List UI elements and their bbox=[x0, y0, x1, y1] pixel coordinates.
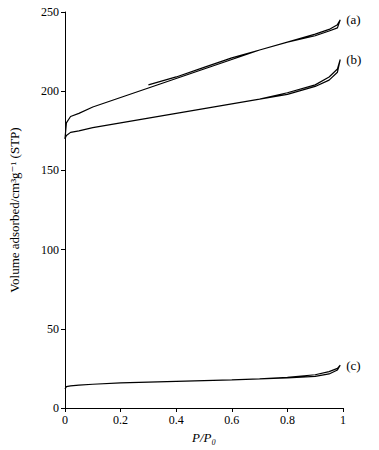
svg-text:100: 100 bbox=[41, 243, 59, 257]
svg-text:50: 50 bbox=[47, 322, 59, 336]
svg-text:0: 0 bbox=[62, 413, 68, 427]
svg-text:200: 200 bbox=[41, 84, 59, 98]
svg-text:0.8: 0.8 bbox=[280, 413, 295, 427]
svg-text:150: 150 bbox=[41, 163, 59, 177]
svg-text:P/P₀: P/P₀ bbox=[191, 430, 216, 445]
svg-text:(c): (c) bbox=[346, 358, 360, 373]
svg-text:0.2: 0.2 bbox=[113, 413, 128, 427]
svg-text:0: 0 bbox=[53, 401, 59, 415]
svg-text:250: 250 bbox=[41, 5, 59, 19]
svg-text:(a): (a) bbox=[346, 12, 360, 27]
svg-text:0.6: 0.6 bbox=[224, 413, 239, 427]
svg-text:1: 1 bbox=[340, 413, 346, 427]
svg-text:0.4: 0.4 bbox=[169, 413, 184, 427]
svg-text:(b): (b) bbox=[346, 52, 361, 67]
svg-text:Volume adsorbed/cm³g⁻¹ (STP): Volume adsorbed/cm³g⁻¹ (STP) bbox=[7, 127, 22, 292]
